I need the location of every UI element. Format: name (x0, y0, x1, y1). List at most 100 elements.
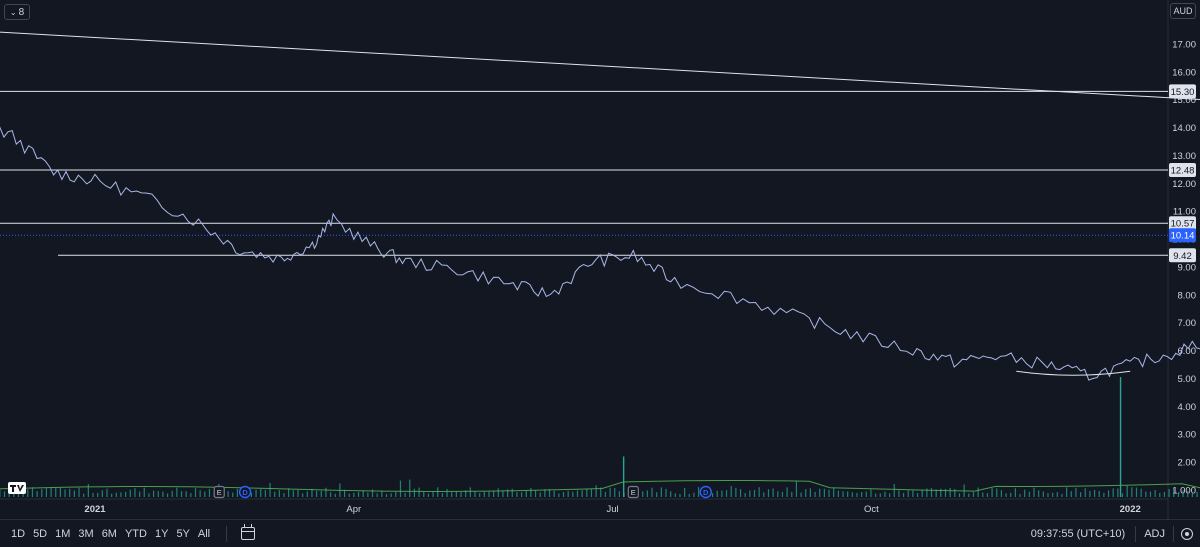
volume-bar (1024, 490, 1025, 497)
volume-bar (754, 490, 755, 497)
volume-bar (805, 489, 806, 497)
volume-bar (55, 488, 56, 497)
volume-bar (554, 491, 555, 497)
volume-bar (74, 490, 75, 497)
horizontal-levels[interactable] (0, 91, 1168, 255)
volume-bar (540, 492, 541, 497)
volume-bar (1089, 491, 1090, 497)
price-axis[interactable]: 17.0016.0015.0014.0013.0012.0011.0010.00… (0, 0, 1196, 519)
adjust-data-toggle[interactable]: ADJ (1144, 528, 1165, 540)
volume-bar (852, 492, 853, 497)
timeframe-6m[interactable]: 6M (98, 528, 121, 540)
volume-bar (153, 491, 154, 497)
volume-bar (875, 494, 876, 497)
y-tick-label: 12.00 (1172, 179, 1196, 190)
volume-bar (1173, 489, 1174, 497)
volume-bar (1150, 492, 1151, 497)
volume-bar (838, 491, 839, 497)
toolbar-divider (1135, 526, 1136, 542)
volume-bar (1192, 493, 1193, 497)
volume-bar (777, 491, 778, 497)
volume-bar (568, 491, 569, 497)
volume-bar (665, 489, 666, 497)
volume-bar (125, 492, 126, 497)
volume-bar (162, 492, 163, 497)
calendar-range-icon[interactable] (241, 527, 255, 540)
volume-bar (335, 494, 336, 497)
volume-bar (37, 491, 38, 497)
volume-bar (698, 487, 699, 497)
timeframe-5d[interactable]: 5D (29, 528, 51, 540)
volume-bar (391, 493, 392, 497)
volume-bar (731, 486, 732, 497)
collapse-indicators-button[interactable]: ⌄ 8 (4, 4, 30, 20)
volume-bar (586, 488, 587, 497)
y-tick-label: 3.00 (1178, 430, 1197, 441)
volume-bar (535, 491, 536, 497)
pattern-annotations (1016, 247, 1200, 375)
timeframe-1y[interactable]: 1Y (151, 528, 172, 540)
dividend-marker-letter: D (703, 488, 709, 497)
volume-bar (717, 491, 718, 497)
volume-bar (1136, 487, 1137, 497)
volume-bar (582, 490, 583, 497)
volume-bar (856, 493, 857, 497)
volume-bar (968, 494, 969, 497)
timeframe-1d[interactable]: 1D (7, 528, 29, 540)
y-tick-label: 7.00 (1178, 318, 1197, 329)
volume-bar (470, 487, 471, 497)
volume-bar (712, 493, 713, 497)
volume-bar (279, 490, 280, 497)
timeframe-1m[interactable]: 1M (51, 528, 74, 540)
settings-icon[interactable] (1181, 528, 1193, 540)
timeframe-ytd[interactable]: YTD (121, 528, 151, 540)
volume-bar (1127, 486, 1128, 497)
volume-bar (1052, 493, 1053, 497)
volume-bar (530, 488, 531, 497)
timeframe-5y[interactable]: 5Y (172, 528, 193, 540)
volume-bar (954, 489, 955, 497)
volume-bar (642, 491, 643, 497)
timeframe-3m[interactable]: 3M (74, 528, 97, 540)
currency-button[interactable]: AUD (1170, 3, 1196, 19)
volume-bar (437, 487, 438, 497)
clock[interactable]: 09:37:55 (UTC+10) (1031, 528, 1125, 540)
y-tick-label: 11.00 (1173, 207, 1196, 218)
volume-bar (819, 489, 820, 497)
volume-bar (106, 489, 107, 497)
volume-bar (260, 489, 261, 497)
volume-spike (1120, 377, 1121, 497)
price-series (0, 85, 1200, 380)
volume-bar (367, 492, 368, 497)
volume-bar (572, 492, 573, 497)
volume-bar (605, 492, 606, 497)
volume-bar (1066, 487, 1067, 497)
volume-bar (782, 492, 783, 497)
volume-bar (661, 487, 662, 497)
x-tick-label: 2021 (84, 504, 106, 515)
volume-bar (894, 484, 895, 497)
trend-lines[interactable] (0, 0, 1200, 289)
volume-bar (1061, 494, 1062, 497)
volume-bar (740, 489, 741, 497)
volume-bar (1141, 489, 1142, 497)
volume-bar (1145, 492, 1146, 497)
volume-bar (726, 490, 727, 497)
volume-bar (1080, 492, 1081, 497)
time-axis[interactable]: Oct2021AprJulOct2022AprJulOct2023AprJulO… (0, 504, 1200, 515)
volume-bar (577, 491, 578, 497)
volume-bar (609, 488, 610, 497)
volume-bar (484, 492, 485, 497)
cup-arc-annotation (1016, 371, 1130, 375)
volume-bar (363, 490, 364, 497)
volume-bar (297, 490, 298, 497)
volume-bar (596, 485, 597, 497)
volume-bar (1113, 488, 1114, 497)
volume-bar (978, 488, 979, 497)
volume-bar (330, 492, 331, 497)
volume-bar (991, 488, 992, 497)
volume-bar (558, 494, 559, 497)
timeframe-all[interactable]: All (194, 528, 214, 540)
volume-bar (870, 489, 871, 497)
